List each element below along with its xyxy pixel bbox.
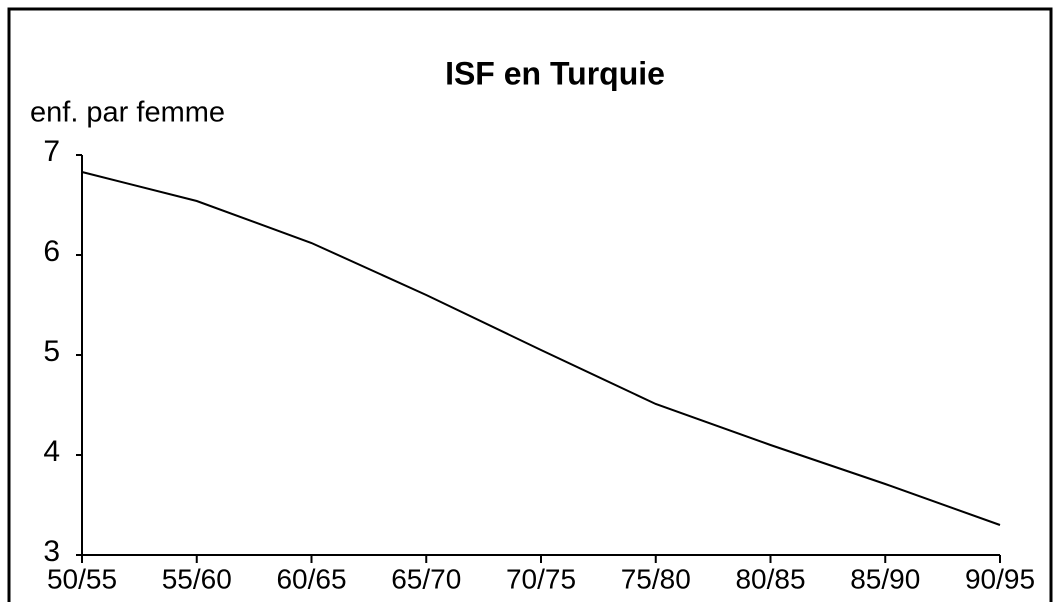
- x-tick-label: 50/55: [47, 563, 117, 594]
- line-series: [81, 171, 1001, 526]
- x-tick-label: 60/65: [276, 563, 346, 594]
- y-axis-label: enf. par femme: [30, 97, 225, 129]
- chart-title: ISF en Turquie: [445, 55, 665, 91]
- y-tick-label: 7: [43, 135, 60, 168]
- x-tick-label: 70/75: [506, 563, 576, 594]
- chart-frame: [7, 7, 1053, 602]
- y-tick-label: 6: [43, 235, 60, 268]
- y-tick-label: 3: [43, 535, 60, 568]
- x-tick-label: 85/90: [850, 563, 920, 594]
- x-tick-label: 90/95: [965, 563, 1035, 594]
- y-tick-label: 4: [43, 435, 60, 468]
- x-tick-label: 80/85: [735, 563, 805, 594]
- y-tick-label: 5: [43, 335, 60, 368]
- x-tick-label: 55/60: [162, 563, 232, 594]
- x-tick-label: 75/80: [621, 563, 691, 594]
- x-tick-label: 65/70: [391, 563, 461, 594]
